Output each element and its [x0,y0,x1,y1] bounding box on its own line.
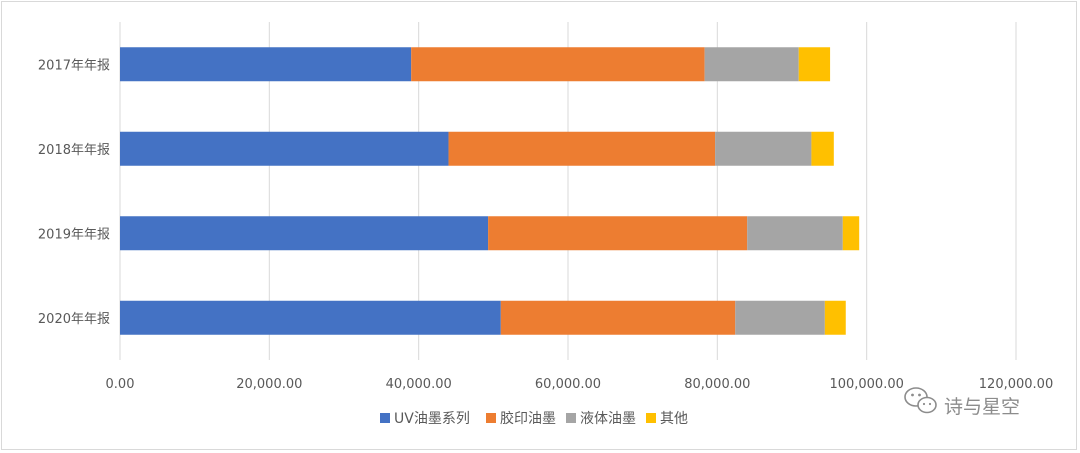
bar-segment [715,131,812,166]
x-tick-label: 120,000.00 [979,377,1053,392]
bar-segment [811,131,834,166]
bar-segment [120,131,449,166]
legend-label: 胶印油墨 [500,410,556,427]
wechat-icon [904,387,937,414]
legend-swatch [486,413,496,423]
legend-swatch [566,413,576,423]
category-labels: 2017年年报 2018年年报 2019年年报 2020年年报 [38,58,110,327]
legend-label: 其他 [660,411,688,427]
x-tick-label: 100,000.00 [829,377,903,392]
bar-segment [411,47,705,82]
x-tick-labels: 0.00 20,000.00 40,000.00 60,000.00 80,000.00… [106,377,1054,392]
watermark-text: 诗与星空 [944,396,1020,418]
category-label: 2018年年报 [38,143,110,158]
bar-segment [842,216,860,251]
category-label: 2017年年报 [38,58,110,73]
x-tick-label: 80,000.00 [684,377,750,392]
x-tick-label: 20,000.00 [236,377,302,392]
bar-segment [747,216,843,251]
category-label: 2020年年报 [38,312,110,327]
bars [120,47,860,335]
bar-segment [798,47,831,82]
bar-segment [824,300,846,335]
bar-segment [120,300,501,335]
x-tick-label: 0.00 [106,377,135,392]
legend-swatch [380,413,390,423]
x-tick-label: 40,000.00 [386,377,452,392]
bar-segment [500,300,736,335]
watermark: 诗与星空 [904,387,1020,418]
legend-label: UV油墨系列 [394,411,470,427]
legend-swatch [646,413,656,423]
bar-segment [704,47,799,82]
bar-segment [448,131,716,166]
bar-segment [488,216,748,251]
bar-segment [120,47,412,82]
bar-segment [735,300,825,335]
bar-segment [120,216,489,251]
legend: UV油墨系列 胶印油墨 液体油墨 其他 [380,410,688,427]
category-label: 2019年年报 [38,227,110,242]
legend-label: 液体油墨 [580,411,636,427]
x-tick-label: 60,000.00 [535,377,601,392]
